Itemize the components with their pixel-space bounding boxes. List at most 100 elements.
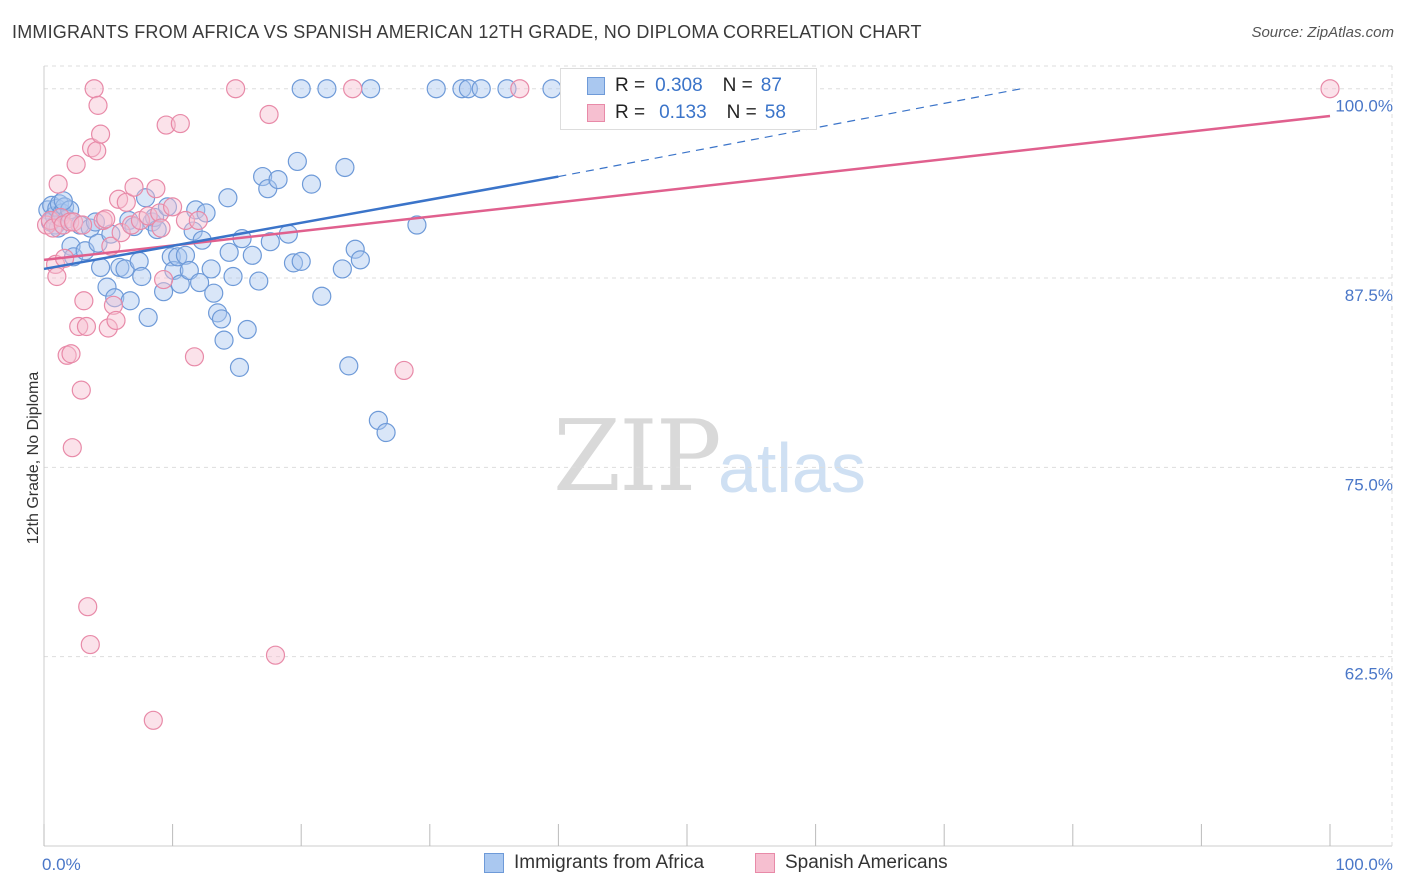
data-point-spanish: [66, 154, 86, 175]
data-point-africa: [268, 169, 288, 190]
series-immigrants-from-africa-points: [38, 79, 562, 443]
data-point-africa: [201, 259, 221, 279]
legend-item-label: Spanish Americans: [785, 852, 948, 873]
data-point-spanish: [90, 124, 111, 144]
data-point-spanish: [103, 295, 124, 315]
data-point-africa: [350, 250, 370, 270]
legend-item-spanish[interactable]: Spanish Americans: [755, 852, 948, 874]
data-point-spanish: [74, 291, 94, 311]
data-point-africa: [291, 251, 311, 271]
y-axis-label: 12th Grade, No Diploma: [25, 372, 42, 545]
chart-title: IMMIGRANTS FROM AFRICA VS SPANISH AMERIC…: [12, 22, 922, 42]
data-point-spanish: [96, 209, 116, 229]
data-point-africa: [168, 247, 188, 267]
data-point-africa: [301, 174, 322, 194]
data-point-africa: [471, 79, 491, 99]
data-point-africa: [211, 309, 232, 329]
legend-row-spanish: R = 0.133 N = 58: [587, 100, 786, 126]
data-point-africa: [223, 266, 243, 287]
data-point-africa: [204, 283, 224, 303]
data-point-africa: [229, 357, 250, 377]
data-point-spanish: [62, 438, 82, 458]
data-point-africa: [105, 288, 125, 308]
data-point-spanish: [81, 138, 102, 158]
data-point-africa: [218, 188, 238, 208]
data-point-africa: [253, 166, 273, 187]
data-point-africa: [426, 79, 446, 99]
data-point-africa: [287, 151, 307, 172]
data-point-africa: [120, 291, 140, 311]
data-point-africa: [138, 307, 158, 328]
legend-r-value: 0.133: [659, 102, 707, 123]
data-point-spanish: [156, 115, 176, 135]
legend-item-label: Immigrants from Africa: [514, 852, 705, 873]
data-point-africa: [249, 271, 269, 291]
data-point-spanish: [184, 347, 205, 367]
chart-source: Source: ZipAtlas.com: [1251, 24, 1394, 41]
trend-line-spanish: [43, 114, 1331, 262]
y-tick-label: 87.5%: [1345, 286, 1393, 305]
legend-item-africa[interactable]: Immigrants from Africa: [484, 852, 704, 874]
legend-n-label: N =: [726, 102, 757, 123]
data-point-spanish: [138, 206, 158, 226]
legend-n-value: 58: [764, 102, 786, 123]
data-point-africa: [53, 191, 73, 211]
data-point-spanish: [188, 210, 208, 231]
data-point-spanish: [87, 141, 107, 161]
series-spanish-americans-points: [36, 79, 1340, 730]
x-ticks: [43, 824, 1331, 846]
legend-swatch-pink: [587, 104, 605, 122]
x-tick-label-min: 0.0%: [42, 855, 81, 874]
trend-lines: [43, 88, 1331, 271]
data-point-africa: [407, 215, 427, 235]
data-point-spanish: [163, 197, 183, 217]
x-tick-label-max: 100.0%: [1335, 855, 1393, 874]
legend-row-africa: R = 0.308 N = 87: [587, 73, 782, 99]
data-point-spanish: [259, 104, 279, 125]
y-tick-label: 75.0%: [1345, 475, 1393, 494]
series-legend: Immigrants from Africa Spanish Americans: [0, 852, 1406, 878]
data-point-africa: [542, 79, 562, 99]
watermark-zip: ZIP: [553, 400, 722, 514]
data-point-africa: [157, 197, 178, 217]
data-point-africa: [283, 253, 304, 273]
data-point-spanish: [51, 207, 71, 228]
y-tick-label: 62.5%: [1345, 665, 1393, 684]
data-point-spanish: [71, 380, 91, 400]
data-point-africa: [317, 79, 337, 99]
data-point-spanish: [61, 344, 81, 364]
legend-swatch-blue: [587, 77, 605, 95]
data-point-spanish: [72, 215, 93, 235]
data-point-spanish: [153, 269, 174, 290]
data-point-spanish: [170, 113, 190, 134]
data-point-spanish: [76, 316, 97, 337]
trend-line-africa-extension: [558, 88, 1022, 178]
y-tick-labels: 62.5% 75.0% 87.5% 100.0%: [1335, 97, 1393, 684]
data-point-spanish: [84, 79, 104, 99]
data-point-africa: [332, 259, 352, 279]
data-point-spanish: [78, 597, 98, 617]
data-point-africa: [132, 266, 152, 287]
legend-r-label: R =: [615, 75, 646, 96]
data-point-spanish: [146, 179, 166, 199]
legend-n-value: 87: [760, 75, 782, 96]
data-point-spanish: [1320, 79, 1340, 99]
data-point-spanish: [510, 79, 530, 99]
data-point-africa: [237, 319, 257, 340]
data-point-africa: [214, 330, 234, 350]
legend-swatch-blue: [484, 853, 504, 873]
data-point-spanish: [124, 177, 144, 197]
data-point-spanish: [80, 634, 100, 655]
data-point-spanish: [111, 223, 131, 243]
data-point-africa: [339, 356, 359, 376]
legend-swatch-pink: [755, 853, 775, 873]
data-point-spanish: [226, 79, 246, 99]
data-point-spanish: [343, 79, 363, 99]
data-point-africa: [376, 422, 396, 443]
data-point-spanish: [121, 215, 142, 235]
data-point-africa: [335, 157, 355, 178]
data-point-africa: [97, 277, 117, 297]
legend-r-value: 0.308: [655, 75, 703, 96]
legend-r-label: R =: [615, 102, 646, 123]
